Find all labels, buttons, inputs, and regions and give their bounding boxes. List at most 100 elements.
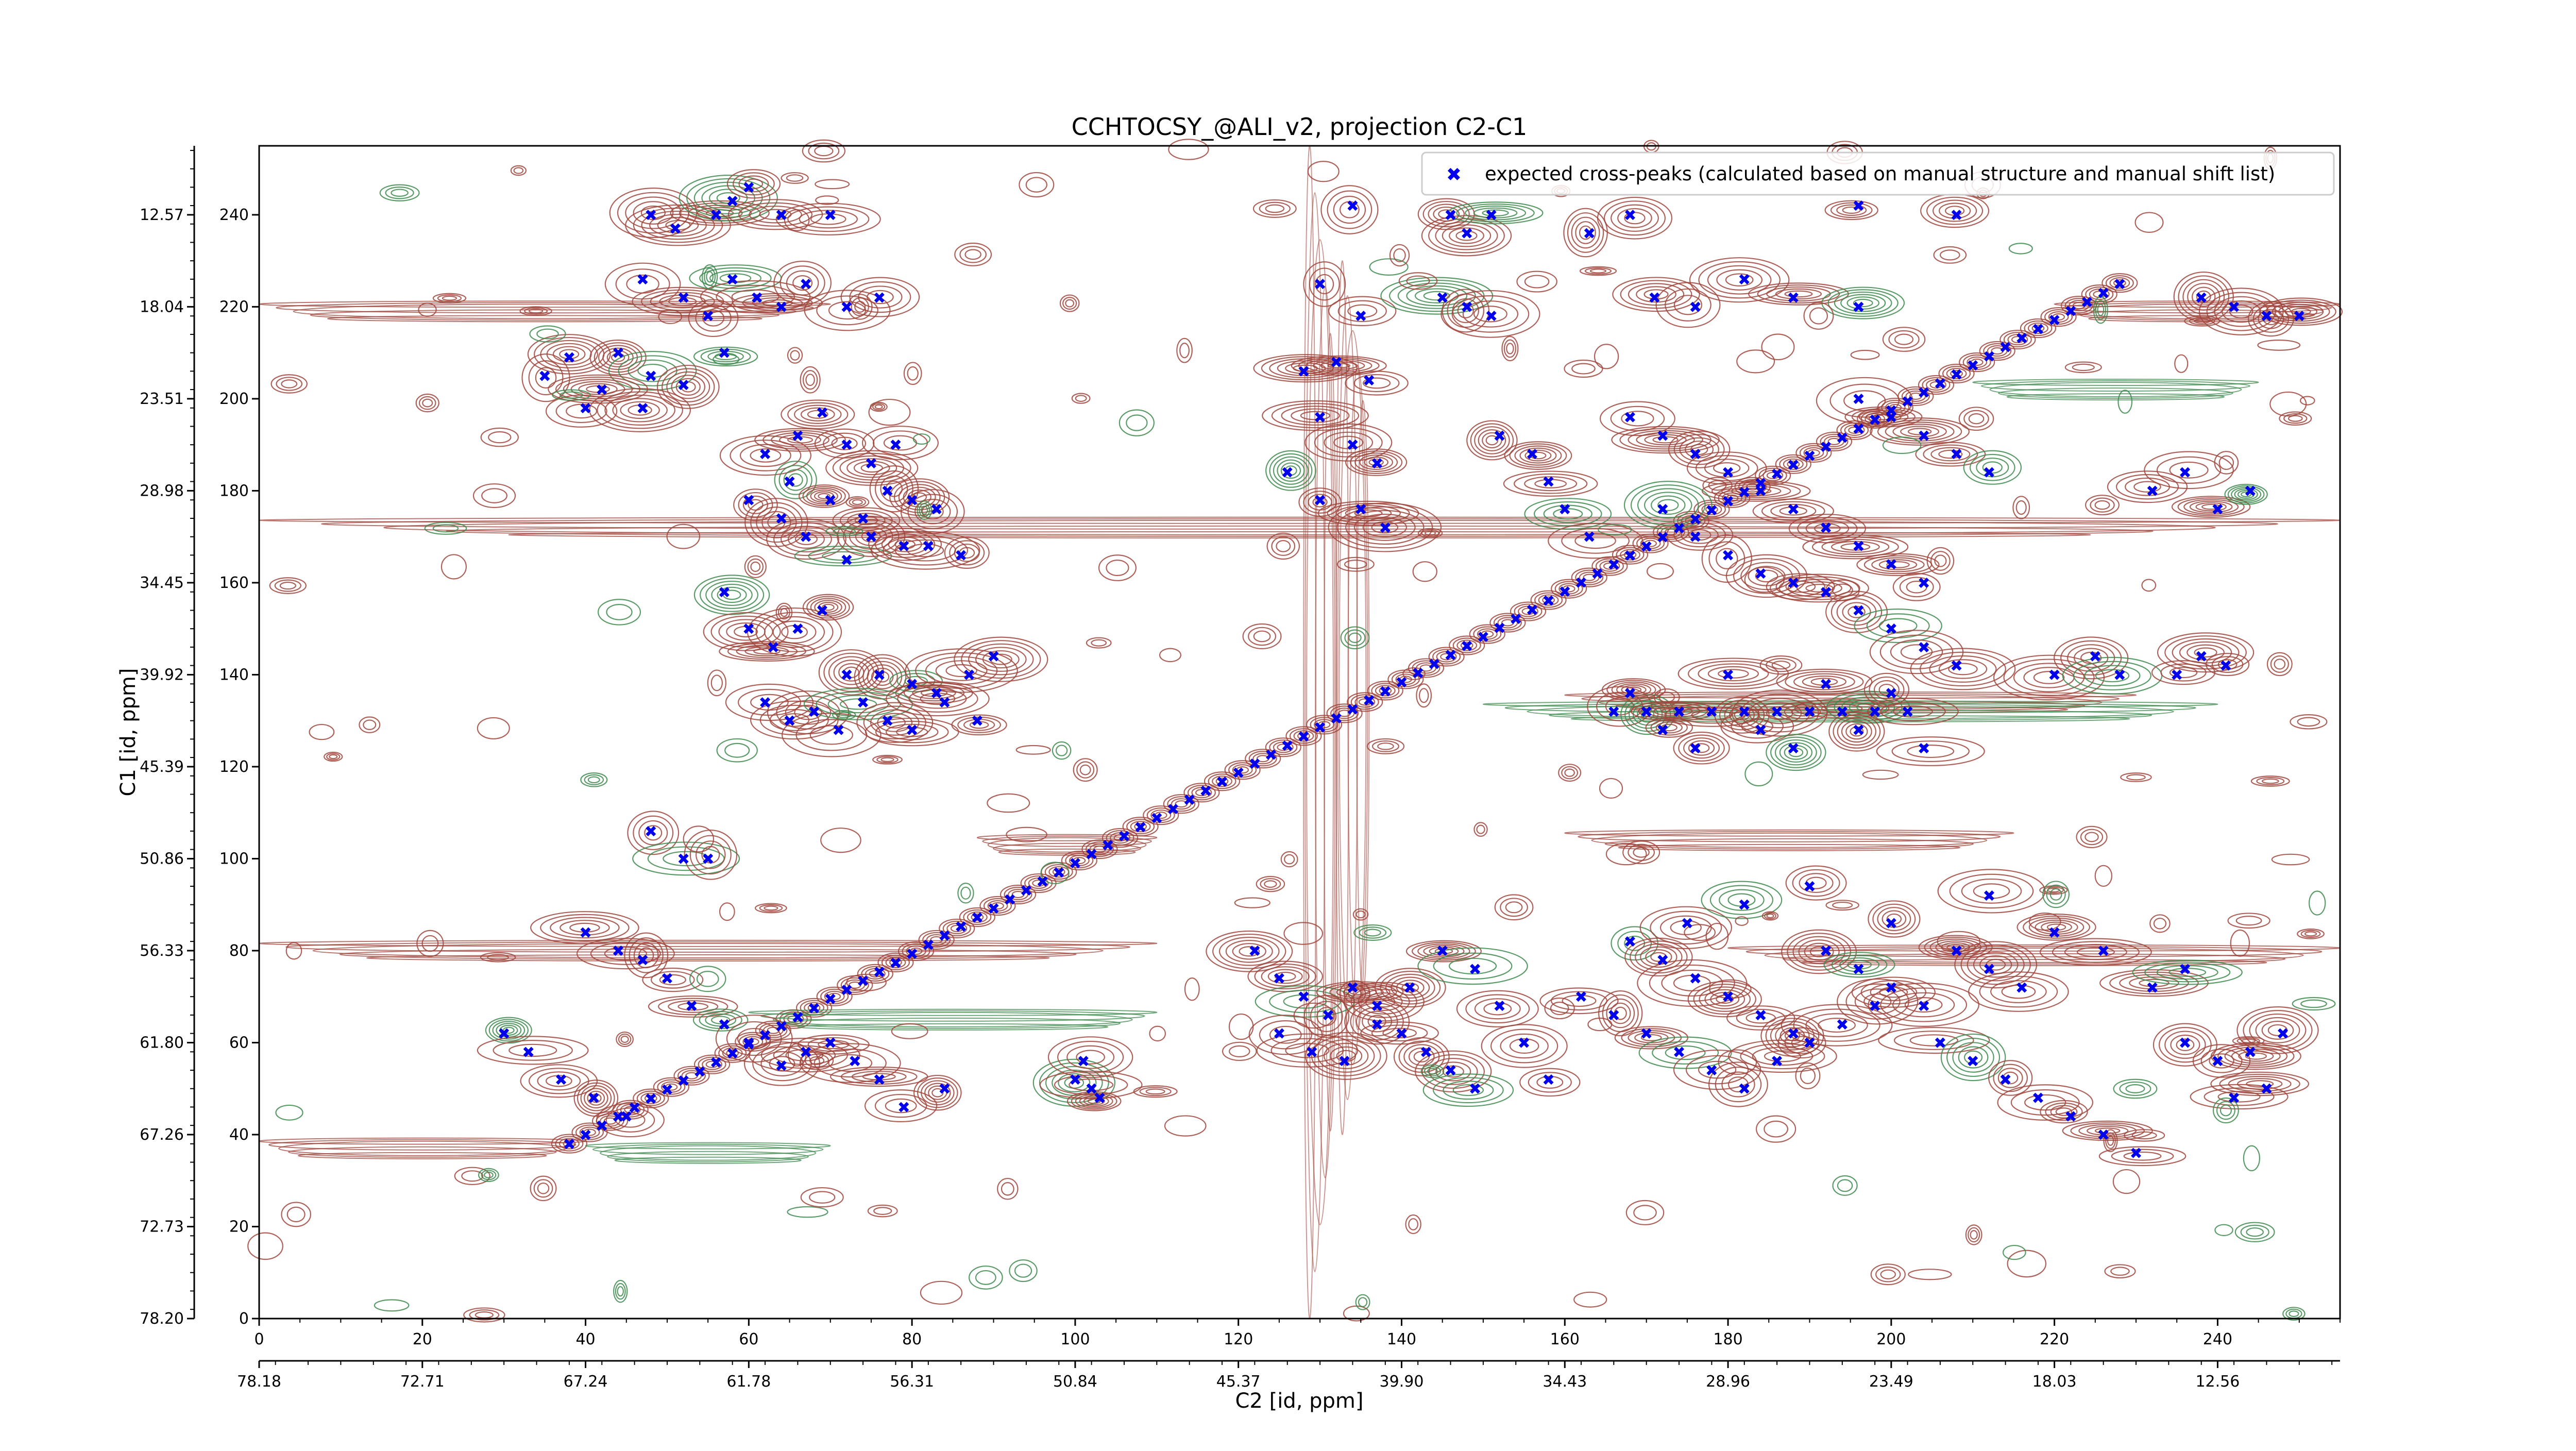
peak-contour [944, 536, 990, 569]
y-tick-label: 220 [219, 298, 249, 316]
peak-contour [1304, 423, 1393, 462]
noise-contour [1646, 563, 1674, 580]
diagonal-contour [1265, 737, 1301, 757]
contour-streak [259, 939, 1158, 962]
cross-peak-point: ✖ [1330, 353, 1343, 372]
y-ppm-tick-label: 78.20 [140, 1310, 184, 1328]
noise-contour [1307, 161, 1340, 182]
diagonal-contour [1571, 567, 1607, 587]
noise-contour [1009, 1259, 1038, 1283]
noise-contour [870, 401, 888, 412]
peak-contour [1645, 717, 1693, 738]
peak-contour [1328, 502, 1442, 552]
cross-peak-point: ✖ [1754, 1007, 1767, 1025]
diagonal-contour [1999, 329, 2036, 350]
cross-peak-point: ✖ [775, 298, 788, 316]
noise-contour [472, 483, 516, 508]
peak-contour [1417, 947, 1528, 985]
cross-peak-point: ✖ [1640, 703, 1653, 721]
cross-peak-point: ✖ [897, 538, 910, 556]
peak-contour [1344, 998, 1410, 1045]
cross-peak-point: ✖ [1721, 464, 1734, 482]
diagonal-point: ✖ [1574, 575, 1587, 593]
peak-contour [656, 364, 720, 409]
noise-contour [1019, 172, 1055, 198]
noise-contour [1159, 648, 1181, 663]
noise-contour [868, 398, 911, 426]
diagonal-point: ✖ [1999, 339, 2012, 357]
x-ppm-tick-label: 72.71 [400, 1373, 445, 1391]
cross-peak-point: ✖ [816, 404, 828, 423]
peak-contour [1915, 442, 1986, 467]
cross-peak-point: ✖ [1967, 1053, 1979, 1071]
cross-peak-point: ✖ [685, 998, 698, 1016]
noise-contour [1705, 922, 1729, 950]
diagonal-point: ✖ [628, 1100, 641, 1118]
peak-contour [1863, 672, 1910, 707]
noise-contour [1389, 244, 1410, 267]
noise-contour [1417, 528, 1443, 538]
diagonal-point: ✖ [1656, 529, 1669, 547]
cross-peak-point: ✖ [2219, 657, 2232, 676]
noise-contour [480, 427, 519, 447]
noise-contour [1222, 1041, 1257, 1061]
cross-peak-point: ✖ [1738, 1081, 1751, 1099]
y-tick-label: 180 [219, 482, 249, 500]
diagonal-contour [939, 918, 975, 939]
peak-contour [648, 995, 738, 1018]
peak-contour [799, 484, 850, 508]
peak-contour [744, 498, 808, 547]
x-tick-label: 160 [1550, 1330, 1580, 1348]
peak-contour [2098, 1146, 2187, 1167]
y-ppm-tick-label: 61.80 [140, 1034, 184, 1052]
noise-contour [1832, 1175, 1858, 1196]
cross-peak-point: ✖ [522, 1043, 535, 1061]
cross-peak-point: ✖ [1583, 529, 1596, 547]
noise-contour [800, 1187, 844, 1208]
x-ppm-tick-label: 28.96 [1706, 1373, 1750, 1391]
cross-peak-point: ✖ [1468, 961, 1481, 979]
noise-contour [478, 1168, 499, 1182]
cross-peak-point: ✖ [906, 676, 919, 694]
y-tick-label: 160 [219, 574, 249, 592]
noise-contour [1501, 335, 1519, 362]
cross-peak-point: ✖ [1738, 703, 1751, 721]
cross-peak-point: ✖ [1346, 197, 1359, 215]
peak-contour [781, 399, 855, 429]
y-ppm-tick-label: 34.45 [140, 574, 184, 592]
noise-contour [1709, 979, 1752, 999]
x-ppm-tick-label: 23.49 [1869, 1373, 1913, 1391]
cross-peak-point: ✖ [1297, 988, 1310, 1006]
cross-peak-point: ✖ [873, 290, 886, 308]
noise-contour [1256, 875, 1285, 892]
noise-contour [1933, 246, 1967, 264]
peak-contour [900, 489, 965, 534]
peak-contour [1828, 711, 1885, 752]
diagonal-contour [1224, 760, 1261, 780]
diagonal-point: ✖ [955, 918, 968, 936]
noise-contour [1625, 1200, 1665, 1225]
noise-contour [2230, 929, 2250, 957]
cross-peak-point: ✖ [1820, 676, 1833, 694]
cross-peak-point: ✖ [1672, 1043, 1685, 1061]
peak-contour [825, 450, 919, 486]
cross-peak-point: ✖ [1918, 740, 1930, 758]
peak-contour [1415, 1050, 1492, 1093]
diagonal-point: ✖ [1477, 629, 1489, 647]
peak-contour [1766, 734, 1826, 771]
legend-label: expected cross-peaks (calculated based o… [1485, 163, 2275, 185]
cross-peak-point: ✖ [2097, 1126, 2110, 1144]
cross-peak-point: ✖ [636, 400, 649, 418]
noise-contour [969, 1266, 1003, 1290]
peak-contour [1760, 1015, 1824, 1057]
diagonal-point: ✖ [1020, 882, 1032, 900]
contour-layer [247, 139, 2343, 1323]
noise-contour [1283, 922, 1324, 945]
noise-contour [1086, 637, 1112, 649]
noise-contour [359, 716, 381, 733]
cross-peak-point: ✖ [906, 492, 919, 510]
noise-contour [418, 302, 437, 317]
cross-peak-point: ✖ [1982, 961, 1995, 979]
diagonal-point: ✖ [1085, 846, 1098, 864]
cross-peak-point: ✖ [742, 620, 755, 638]
